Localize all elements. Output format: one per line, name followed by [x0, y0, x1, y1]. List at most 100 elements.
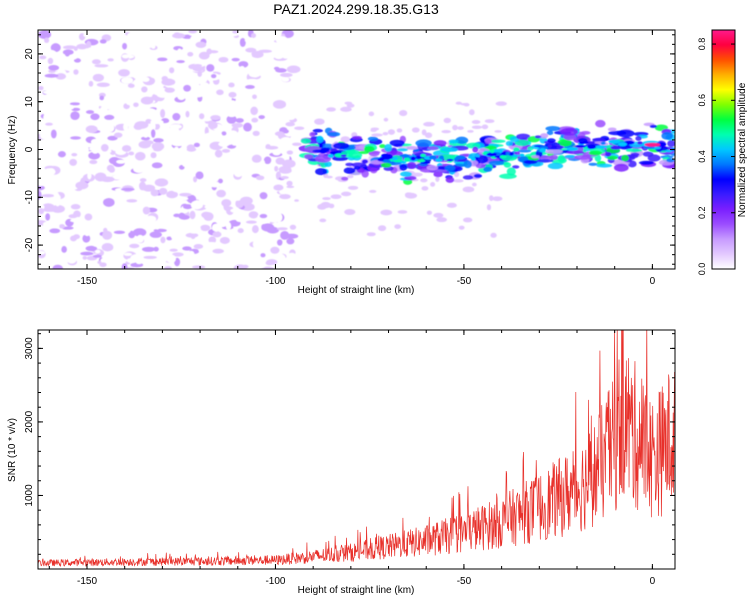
heatmap-cell: [557, 155, 566, 163]
heatmap-cell: [444, 164, 456, 172]
spectrogram-heatmap: [38, 30, 675, 269]
heatmap-cell: [227, 177, 235, 186]
heatmap-cell: [341, 176, 349, 181]
heatmap-cell: [369, 189, 377, 193]
heatmap-cell: [610, 145, 622, 150]
heatmap-cell: [145, 215, 157, 223]
heatmap-cell: [164, 87, 175, 93]
heatmap-cell: [160, 236, 166, 244]
heatmap-cell: [389, 139, 405, 147]
heatmap-cell: [203, 84, 210, 94]
heatmap-cell: [211, 223, 221, 232]
heatmap-cell: [199, 256, 205, 263]
heatmap-cell: [175, 68, 180, 75]
heatmap-cell: [519, 153, 525, 157]
heatmap-cell: [96, 82, 110, 88]
heatmap-cell: [55, 200, 60, 207]
heatmap-cell: [638, 160, 654, 165]
spectrogram-x-ticks: -150 -100 -50 0: [48, 30, 656, 287]
heatmap-cell: [399, 154, 410, 158]
heatmap-cell: [452, 124, 458, 131]
heatmap-cell: [424, 132, 433, 139]
heatmap-cell: [238, 61, 249, 68]
heatmap-cell: [605, 151, 612, 157]
heatmap-cell: [463, 160, 472, 169]
heatmap-cell: [113, 132, 123, 138]
heatmap-cell: [440, 147, 458, 152]
heatmap-cell: [259, 192, 268, 200]
heatmap-cell: [215, 38, 225, 47]
heatmap-cell: [161, 75, 168, 81]
heatmap-cell: [42, 65, 47, 70]
heatmap-cell: [57, 38, 70, 45]
heatmap-cell: [154, 178, 169, 187]
heatmap-cell: [467, 129, 474, 133]
heatmap-cell: [75, 129, 88, 133]
heatmap-cell: [155, 200, 161, 205]
heatmap-cell: [608, 139, 621, 144]
heatmap-cell: [280, 175, 289, 180]
heatmap-cell: [142, 65, 154, 75]
heatmap-cell: [90, 138, 100, 146]
heatmap-cell: [187, 119, 193, 128]
heatmap-cell: [185, 110, 190, 118]
heatmap-cell: [45, 94, 51, 98]
heatmap-cell: [330, 194, 342, 200]
heatmap-cell: [87, 47, 95, 51]
heatmap-cell: [363, 146, 375, 153]
heatmap-cell: [280, 231, 290, 240]
heatmap-cell: [104, 183, 112, 188]
heatmap-cell: [470, 156, 476, 161]
heatmap-cell: [206, 64, 215, 72]
heatmap-cell: [343, 167, 356, 174]
heatmap-cell: [141, 86, 148, 93]
heatmap-cell: [209, 134, 222, 141]
heatmap-cell: [588, 162, 598, 166]
heatmap-cell: [42, 221, 55, 228]
heatmap-cell: [347, 185, 359, 190]
heatmap-cell: [106, 90, 119, 99]
heatmap-cell: [64, 120, 78, 129]
heatmap-cell: [105, 119, 115, 126]
heatmap-cell: [126, 228, 131, 233]
heatmap-cell: [286, 150, 294, 155]
heatmap-cell: [200, 164, 210, 172]
heatmap-cell: [116, 159, 126, 164]
heatmap-cell: [230, 208, 243, 213]
heatmap-cell: [169, 124, 182, 129]
heatmap-cell: [80, 55, 88, 61]
heatmap-cell: [121, 54, 130, 59]
heatmap-cell: [233, 168, 244, 178]
heatmap-cell: [197, 70, 203, 77]
heatmap-cell: [69, 158, 78, 166]
heatmap-cell: [170, 234, 181, 240]
heatmap-cell: [56, 158, 64, 164]
heatmap-cell: [377, 225, 387, 232]
heatmap-cell: [494, 155, 500, 158]
heatmap-cell: [384, 143, 393, 152]
heatmap-cell: [280, 72, 293, 78]
heatmap-cell: [630, 152, 640, 157]
spectrogram-x-label: Height of straight line (km): [298, 285, 415, 296]
heatmap-cell: [45, 122, 53, 126]
colorbar-frame: [711, 29, 736, 270]
heatmap-cell: [156, 40, 171, 44]
heatmap-cell: [70, 111, 80, 120]
heatmap-cell: [139, 195, 152, 203]
heatmap-cell: [143, 255, 157, 259]
heatmap-cell: [62, 256, 68, 266]
heatmap-cell: [112, 174, 124, 180]
heatmap-cell: [186, 225, 194, 229]
heatmap-cell: [665, 149, 673, 153]
heatmap-cell: [547, 144, 552, 148]
heatmap-cell: [48, 64, 60, 71]
x-tick-label: -150: [77, 276, 97, 287]
heatmap-cell: [486, 152, 498, 157]
heatmap-cell: [594, 154, 602, 162]
heatmap-cell: [190, 200, 204, 210]
heatmap-cell: [404, 192, 413, 197]
heatmap-cell: [324, 161, 332, 167]
heatmap-cell: [105, 215, 118, 223]
heatmap-cell: [661, 131, 673, 140]
heatmap-cell: [266, 198, 281, 202]
